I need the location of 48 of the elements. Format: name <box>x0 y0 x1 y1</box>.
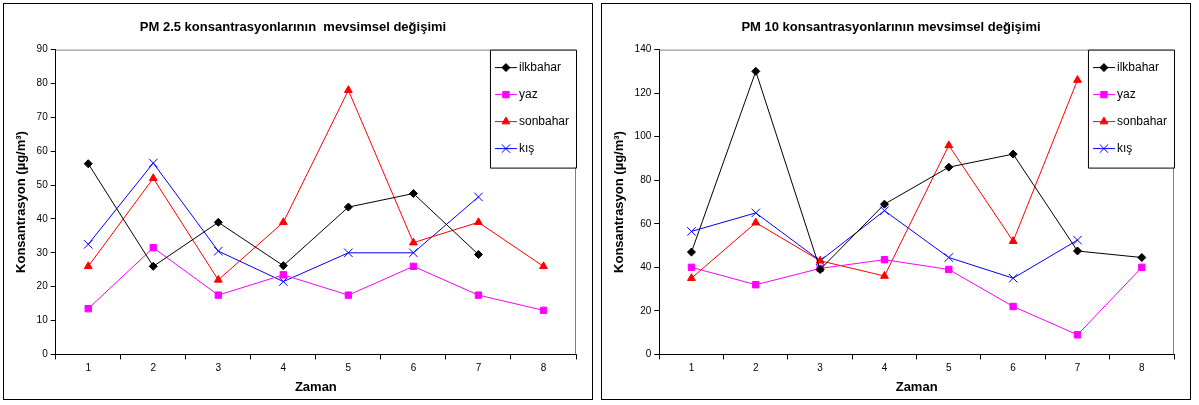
x-tick-label: 6 <box>410 362 417 374</box>
y-tick-label: 60 <box>640 217 652 229</box>
legend-label: ilkbahar <box>518 59 561 74</box>
y-tick-label: 60 <box>36 144 49 156</box>
y-tick-label: 0 <box>42 348 49 360</box>
y-tick-label: 100 <box>634 130 652 142</box>
y-tick-label: 140 <box>634 43 652 55</box>
legend-label: yaz <box>518 86 538 101</box>
chart-title: PM 10 konsantrasyonlarının mevsimsel değişimi <box>741 19 1041 35</box>
x-axis-title: Zaman <box>294 378 337 394</box>
y-axis-title: Konsantrasyon (µg/m³) <box>611 131 627 273</box>
y-tick-label: 120 <box>634 86 652 98</box>
y-tick-label: 20 <box>640 304 652 316</box>
y-tick-label: 40 <box>36 212 49 224</box>
x-tick-label: 5 <box>345 362 352 374</box>
x-tick-label: 3 <box>817 362 824 374</box>
x-tick-label: 7 <box>1074 362 1081 374</box>
y-tick-label: 80 <box>640 173 652 185</box>
x-tick-label: 8 <box>1139 362 1146 374</box>
x-tick-label: 3 <box>215 362 222 374</box>
x-tick-label: 5 <box>946 362 953 374</box>
y-tick-label: 20 <box>36 280 49 292</box>
x-tick-label: 2 <box>150 362 157 374</box>
x-tick-label: 1 <box>85 362 92 374</box>
y-tick-label: 40 <box>640 261 652 273</box>
y-tick-label: 80 <box>36 77 49 89</box>
legend-label: sonbahar <box>518 113 570 128</box>
y-tick-label: 0 <box>645 348 652 360</box>
x-tick-label: 2 <box>753 362 760 374</box>
legend-label: yaz <box>1116 86 1136 101</box>
x-tick-label: 8 <box>540 362 547 374</box>
y-tick-label: 50 <box>36 178 49 190</box>
legend-label: sonbahar <box>1116 113 1168 128</box>
y-tick-label: 30 <box>36 246 49 258</box>
y-tick-label: 10 <box>36 314 49 326</box>
legend-label: kış <box>1116 140 1133 155</box>
x-axis-title: Zaman <box>895 378 938 394</box>
x-tick-label: 4 <box>280 362 287 374</box>
y-tick-label: 70 <box>36 111 49 123</box>
legend-label: kış <box>518 140 535 155</box>
y-axis-title: Konsantrasyon (µg/m³) <box>13 131 29 273</box>
x-tick-label: 1 <box>688 362 695 374</box>
x-tick-label: 7 <box>475 362 482 374</box>
x-tick-label: 4 <box>881 362 888 374</box>
x-tick-label: 6 <box>1010 362 1017 374</box>
legend-label: ilkbahar <box>1116 59 1159 74</box>
y-tick-label: 90 <box>36 43 49 55</box>
chart-title: PM 2.5 konsantrasyonlarının mevsimsel değişimi <box>139 19 447 35</box>
